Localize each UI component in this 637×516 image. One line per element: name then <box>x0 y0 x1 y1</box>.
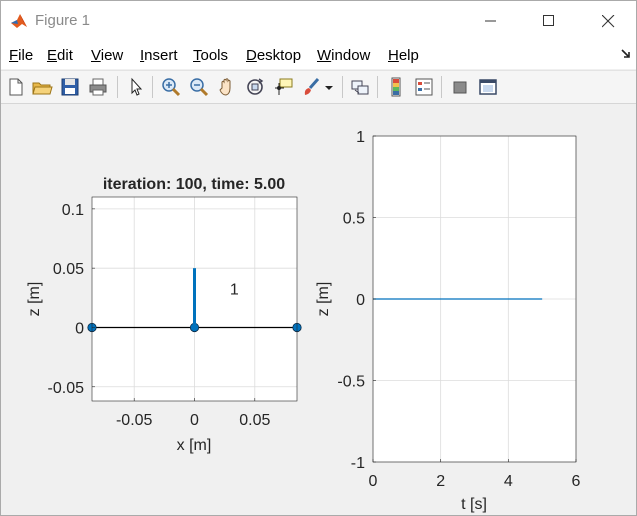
menu-insert[interactable]: Insert <box>140 47 178 64</box>
minimize-icon <box>485 20 496 22</box>
left-axes-x-tick-label: 0 <box>190 412 199 429</box>
close-icon <box>601 14 614 27</box>
brush-dropdown-icon[interactable] <box>323 76 335 98</box>
minimize-button[interactable] <box>468 1 514 41</box>
left-axes-ylabel: z [m] <box>26 282 43 317</box>
right-axes-x-tick-label: 2 <box>436 473 445 490</box>
right-axes-x-tick-label: 0 <box>369 473 378 490</box>
right-axes-xlabel: t [s] <box>461 496 487 513</box>
left-axes-y-tick-label: 0.1 <box>62 202 84 219</box>
legend-icon[interactable] <box>413 76 435 98</box>
brush-icon[interactable] <box>300 76 322 98</box>
zoom-in-icon[interactable] <box>160 76 182 98</box>
toolbar-separator <box>117 76 118 98</box>
left-axes-plot: 1 <box>87 268 302 333</box>
toolbar-separator <box>441 76 442 98</box>
menu-help[interactable]: Help <box>388 47 419 64</box>
pointer-icon[interactable] <box>125 76 147 98</box>
pan-hand-icon[interactable] <box>216 76 238 98</box>
left-axes-x-tick-label: 0.05 <box>239 412 270 429</box>
window-title: Figure 1 <box>35 12 91 29</box>
right-axes-x-tick-label: 6 <box>572 473 581 490</box>
right-axes-y-tick-label: 0 <box>356 292 365 309</box>
left-axes-y-tick-label: 0.05 <box>53 261 84 278</box>
left-axes-y-tick-label: 0 <box>75 320 84 337</box>
left-axes-title: iteration: 100, time: 5.00 <box>103 176 285 193</box>
title-bar: Figure 1 <box>1 1 636 41</box>
figure-toolbar <box>1 70 636 104</box>
left-axes-ticks: -0.05 0 0.05 -0.05 0 0.05 0.1 <box>48 202 271 429</box>
colorbar-icon[interactable] <box>385 76 407 98</box>
zoom-out-icon[interactable] <box>188 76 210 98</box>
print-icon[interactable] <box>87 76 109 98</box>
save-icon[interactable] <box>59 76 81 98</box>
menu-view[interactable]: View <box>91 47 124 64</box>
left-axes-annotation-label: 1 <box>230 281 239 298</box>
menu-tools[interactable]: Tools <box>193 47 229 64</box>
link-plot-icon[interactable] <box>349 76 371 98</box>
right-axes-y-tick-label: 1 <box>356 129 365 146</box>
data-cursor-icon[interactable] <box>272 76 294 98</box>
maximize-button[interactable] <box>526 1 572 41</box>
toolbar-separator <box>152 76 153 98</box>
show-plot-tools-icon[interactable] <box>477 76 499 98</box>
toolbar-separator <box>342 76 343 98</box>
menu-edit[interactable]: Edit <box>47 47 73 64</box>
right-axes-x-tick-label: 4 <box>504 473 513 490</box>
hide-plot-tools-icon[interactable] <box>449 76 471 98</box>
left-axes-y-tick-label: -0.05 <box>48 380 85 397</box>
toolbar-separator <box>377 76 378 98</box>
rotate-3d-icon[interactable] <box>244 76 266 98</box>
dock-figure-icon[interactable] <box>619 47 633 61</box>
menu-file[interactable]: File <box>9 47 34 64</box>
menu-window[interactable]: Window <box>317 47 371 64</box>
right-axes-y-tick-label: 0.5 <box>343 211 365 228</box>
left-axes-x-tick-label: -0.05 <box>116 412 153 429</box>
close-button[interactable] <box>585 1 631 41</box>
left-axes-xlabel: x [m] <box>177 437 212 454</box>
right-axes-y-tick-label: -1 <box>351 455 365 472</box>
new-figure-icon[interactable] <box>5 76 27 98</box>
open-file-icon[interactable] <box>31 76 53 98</box>
maximize-icon <box>543 15 554 26</box>
menu-desktop[interactable]: Desktop <box>246 47 302 64</box>
right-axes-y-tick-label: -0.5 <box>337 374 365 391</box>
right-axes-ylabel: z [m] <box>315 282 332 317</box>
menu-bar: File Edit View Insert Tools Desktop Wind… <box>1 41 636 69</box>
right-axes-ticks: 0 2 4 6 -1 -0.5 0 0.5 1 <box>337 129 580 490</box>
matlab-logo-icon <box>9 11 29 31</box>
